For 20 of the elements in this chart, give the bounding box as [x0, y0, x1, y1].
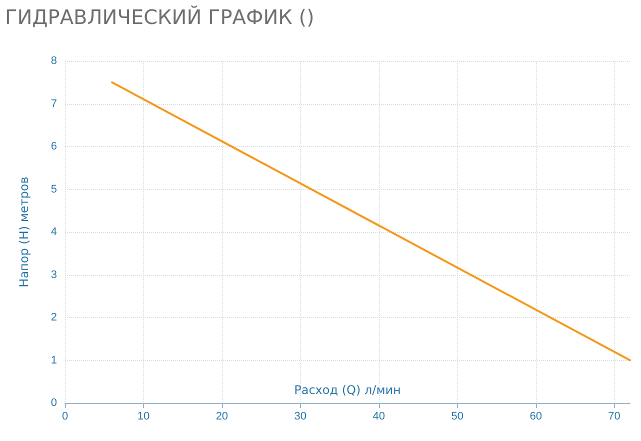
y-tick-label: 4	[50, 226, 57, 238]
y-tick-label: 7	[50, 98, 57, 110]
x-tick-label: 30	[294, 410, 307, 422]
x-tick-label: 0	[62, 410, 68, 422]
x-tick-label: 20	[216, 410, 228, 422]
x-tick-label: 40	[372, 410, 386, 422]
x-tick-label: 60	[530, 410, 542, 422]
x-tick-label: 10	[137, 410, 150, 422]
y-tick-label: 1	[50, 354, 57, 366]
y-tick-label: 0	[50, 397, 57, 409]
x-tick-label: 70	[608, 410, 620, 422]
y-tick-label: 3	[50, 268, 57, 281]
y-tick-label: 6	[50, 140, 57, 152]
y-tick-label: 5	[50, 183, 57, 196]
x-tick-label: 50	[451, 410, 464, 422]
y-axis-title: Напор (H) метров	[17, 176, 31, 288]
x-axis-title: Расход (Q) л/мин	[294, 383, 401, 397]
chart-title: ГИДРАВЛИЧЕСКИЙ ГРАФИК ()	[5, 5, 314, 29]
y-tick-label: 8	[50, 55, 57, 67]
y-tick-label: 2	[50, 312, 57, 324]
